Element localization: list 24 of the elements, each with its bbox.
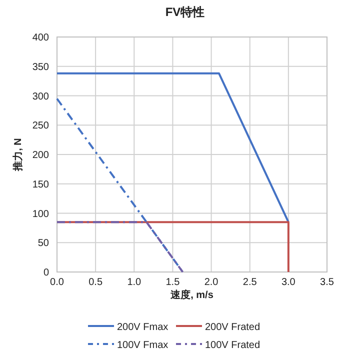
y-tick-label: 150: [32, 179, 50, 190]
chart-title: FV特性: [165, 5, 205, 19]
y-tick-label: 400: [32, 32, 50, 44]
y-axis-title: 推力, N: [12, 138, 24, 172]
y-tick-label: 0: [43, 268, 50, 278]
legend-label: 200V Frated: [205, 322, 260, 333]
y-tick-label: 350: [32, 62, 50, 73]
y-tick-label: 300: [32, 91, 50, 102]
x-tick-label: 0.5: [88, 277, 103, 288]
legend-label: 200V Fmax: [117, 322, 168, 333]
x-tick-label: 2.5: [242, 277, 258, 288]
x-tick-label: 1.0: [127, 277, 142, 288]
y-tick-label: 100: [32, 208, 50, 220]
x-tick-label: 0.0: [50, 277, 64, 288]
y-tick-label: 200: [32, 150, 50, 161]
legend-label: 100V Fmax: [117, 340, 168, 351]
x-tick-label: 3.5: [320, 277, 334, 288]
y-tick-label: 50: [38, 238, 50, 250]
x-tick-label: 1.5: [166, 277, 180, 288]
x-tick-label: 2.0: [204, 277, 219, 288]
x-axis-title: 速度, m/s: [170, 289, 214, 301]
legend-label: 100V Frated: [205, 340, 260, 351]
y-tick-label: 250: [32, 120, 50, 132]
x-tick-label: 3.0: [281, 277, 296, 288]
